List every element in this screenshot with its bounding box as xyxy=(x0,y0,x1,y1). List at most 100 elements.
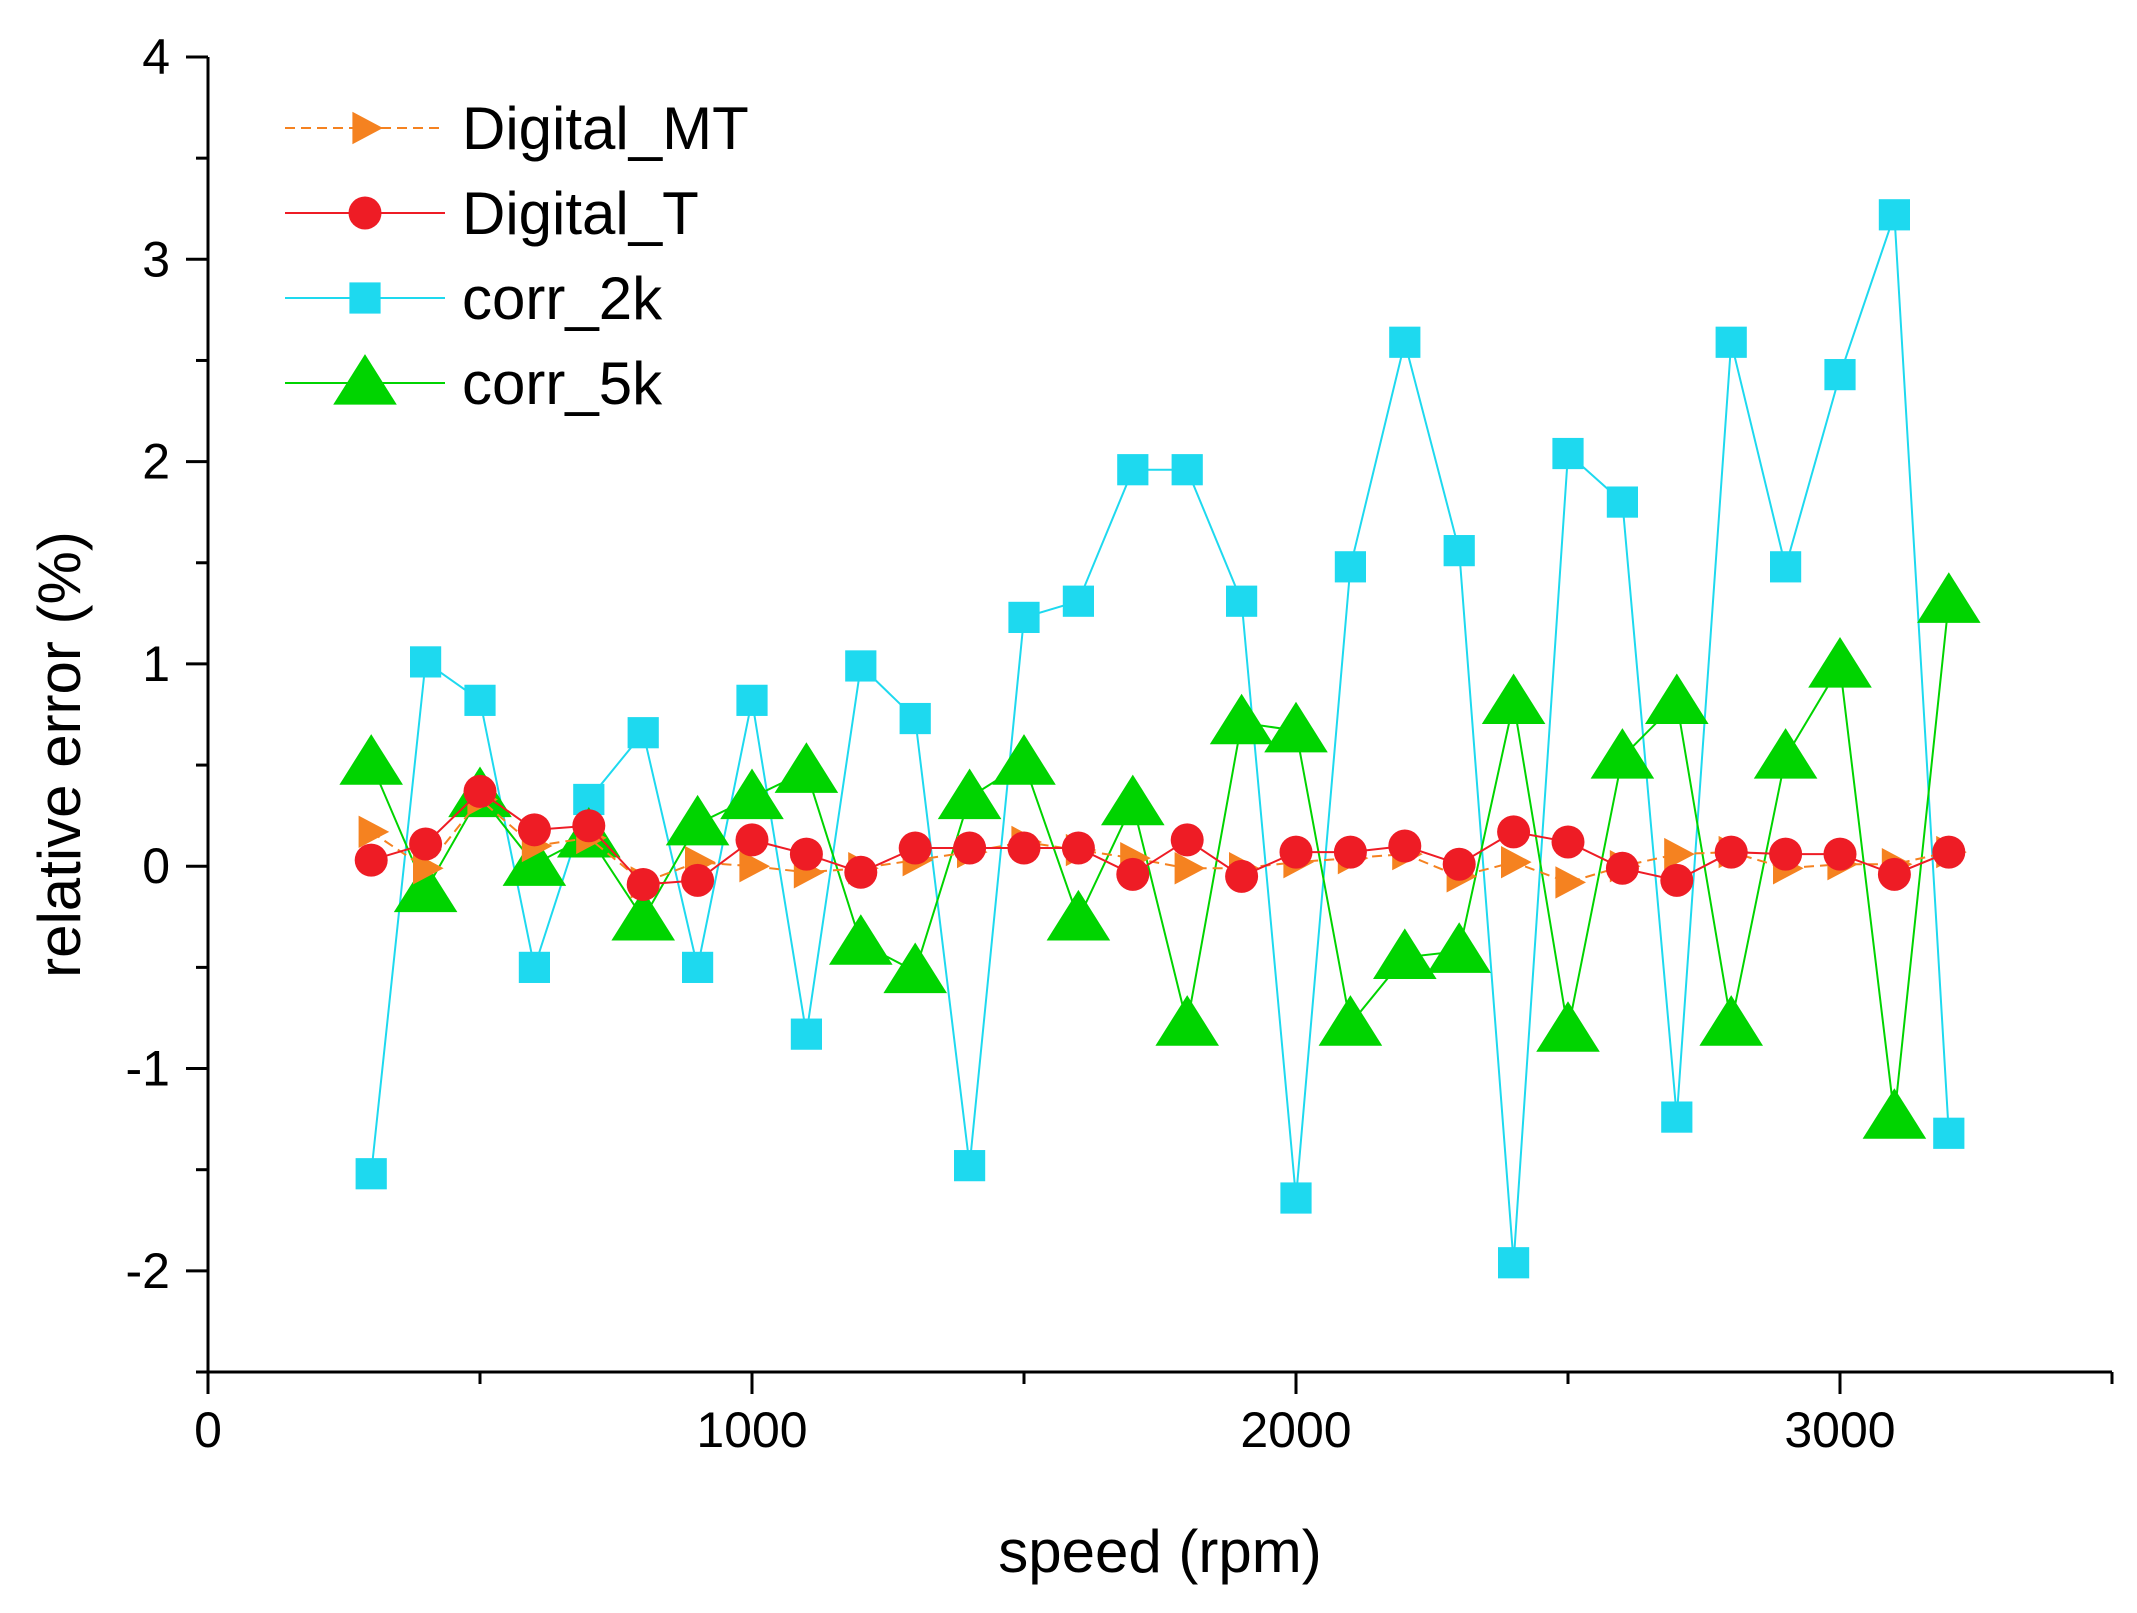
data-point-digital-t xyxy=(1551,825,1585,859)
data-point-corr-2k xyxy=(736,684,768,716)
data-point-digital-t xyxy=(1497,815,1531,849)
data-point-corr-2k xyxy=(1661,1101,1693,1133)
data-point-corr-5k xyxy=(1427,922,1491,973)
data-point-digital-t xyxy=(409,827,443,861)
legend-marker xyxy=(349,282,381,314)
data-point-corr-2k xyxy=(1606,486,1638,518)
legend-item-digital-t: Digital_T xyxy=(285,180,699,247)
data-point-corr-2k xyxy=(1062,585,1094,617)
data-point-corr-2k xyxy=(1226,585,1258,617)
data-point-corr-5k xyxy=(1699,995,1763,1046)
legend-item-corr-2k: corr_2k xyxy=(285,265,663,332)
data-point-corr-5k xyxy=(1155,995,1219,1046)
data-point-corr-2k xyxy=(518,951,550,983)
data-point-corr-5k xyxy=(611,889,675,941)
x-axis-title: speed (rpm) xyxy=(998,1518,1321,1585)
data-point-corr-5k xyxy=(774,742,839,793)
data-point-digital-t xyxy=(1769,837,1803,871)
y-tick-label: 0 xyxy=(142,838,170,894)
y-tick-label: -1 xyxy=(126,1041,170,1097)
data-point-corr-5k xyxy=(992,734,1056,785)
data-point-digital-mt xyxy=(413,852,444,885)
x-tick-label: 0 xyxy=(194,1402,222,1458)
data-point-corr-2k xyxy=(1008,601,1040,633)
y-ticks: -2 -1 0 1 2 3 4 xyxy=(126,29,208,1374)
data-point-corr-5k xyxy=(393,861,458,913)
data-point-corr-2k xyxy=(845,650,877,682)
data-point-corr-2k xyxy=(682,951,714,983)
data-point-corr-5k xyxy=(1209,693,1274,745)
legend-label: Digital_MT xyxy=(462,95,749,162)
data-point-corr-2k xyxy=(1443,535,1475,567)
data-point-digital-t xyxy=(681,863,715,897)
data-point-corr-2k xyxy=(1824,359,1856,391)
data-point-digital-t xyxy=(354,843,388,877)
series-layer xyxy=(339,199,1981,1279)
data-point-corr-2k xyxy=(1280,1182,1312,1214)
data-point-corr-2k xyxy=(899,702,931,735)
data-point-corr-5k xyxy=(1753,728,1818,779)
data-point-corr-5k xyxy=(1645,673,1709,725)
data-point-corr-2k xyxy=(627,717,659,749)
data-point-corr-5k xyxy=(1481,673,1546,725)
data-point-corr-5k xyxy=(1917,572,1981,623)
data-point-corr-5k xyxy=(1264,701,1328,753)
data-point-digital-t xyxy=(626,867,660,901)
data-point-digital-t xyxy=(1877,857,1911,891)
data-point-digital-mt xyxy=(1501,845,1532,879)
data-point-corr-2k xyxy=(1878,199,1910,231)
data-point-corr-5k xyxy=(1590,728,1655,779)
data-point-corr-2k xyxy=(1498,1247,1530,1279)
data-point-corr-2k xyxy=(1552,437,1584,470)
data-point-digital-t xyxy=(1225,859,1259,893)
data-point-corr-5k xyxy=(339,734,403,785)
y-tick-label: 4 xyxy=(142,29,170,85)
legend: Digital_MT Digital_T corr_2k corr_5k xyxy=(285,95,749,417)
data-point-digital-t xyxy=(1605,851,1639,885)
data-point-digital-t xyxy=(789,837,823,871)
y-tick-label: 3 xyxy=(142,231,170,287)
data-point-digital-mt xyxy=(1664,837,1695,871)
data-point-corr-5k xyxy=(1373,928,1437,979)
legend-label: corr_5k xyxy=(462,350,663,417)
x-tick-label: 1000 xyxy=(696,1402,807,1458)
data-point-digital-t xyxy=(953,831,987,865)
legend-label: Digital_T xyxy=(462,180,699,247)
data-point-digital-t xyxy=(517,813,551,847)
data-point-digital-mt xyxy=(1174,852,1206,885)
y-tick-label: 1 xyxy=(142,636,170,692)
data-point-digital-t xyxy=(735,823,769,857)
data-point-corr-5k xyxy=(665,794,730,846)
data-point-digital-t xyxy=(1116,857,1150,891)
data-point-corr-5k xyxy=(1046,889,1111,941)
x-tick-label: 3000 xyxy=(1784,1402,1895,1458)
series-digital-t xyxy=(354,774,1966,901)
data-point-corr-2k xyxy=(1171,454,1203,486)
data-point-corr-5k xyxy=(1536,1001,1600,1052)
data-point-corr-2k xyxy=(464,684,496,716)
legend-marker xyxy=(348,196,382,230)
x-ticks: 0 1000 2000 3000 xyxy=(194,1372,2114,1458)
series-corr-2k xyxy=(355,199,1965,1279)
data-point-digital-t xyxy=(898,831,932,865)
data-point-digital-t xyxy=(1442,847,1476,881)
data-point-corr-5k xyxy=(937,768,1002,820)
data-point-corr-5k xyxy=(1101,774,1165,826)
data-point-corr-5k xyxy=(1808,637,1872,688)
legend-item-corr-5k: corr_5k xyxy=(285,350,663,417)
data-point-corr-2k xyxy=(954,1150,986,1182)
data-point-digital-mt xyxy=(1555,866,1586,899)
data-point-corr-5k xyxy=(720,768,784,820)
data-point-corr-2k xyxy=(790,1018,822,1050)
legend-marker xyxy=(333,354,397,405)
data-point-digital-t xyxy=(1388,829,1422,863)
data-point-digital-t xyxy=(1333,835,1367,869)
data-point-digital-t xyxy=(1714,835,1748,869)
data-point-corr-5k xyxy=(502,835,567,886)
x-tick-label: 2000 xyxy=(1240,1402,1351,1458)
data-point-corr-2k xyxy=(410,646,442,678)
data-point-corr-5k xyxy=(1862,1088,1927,1139)
data-point-corr-2k xyxy=(1770,551,1802,583)
